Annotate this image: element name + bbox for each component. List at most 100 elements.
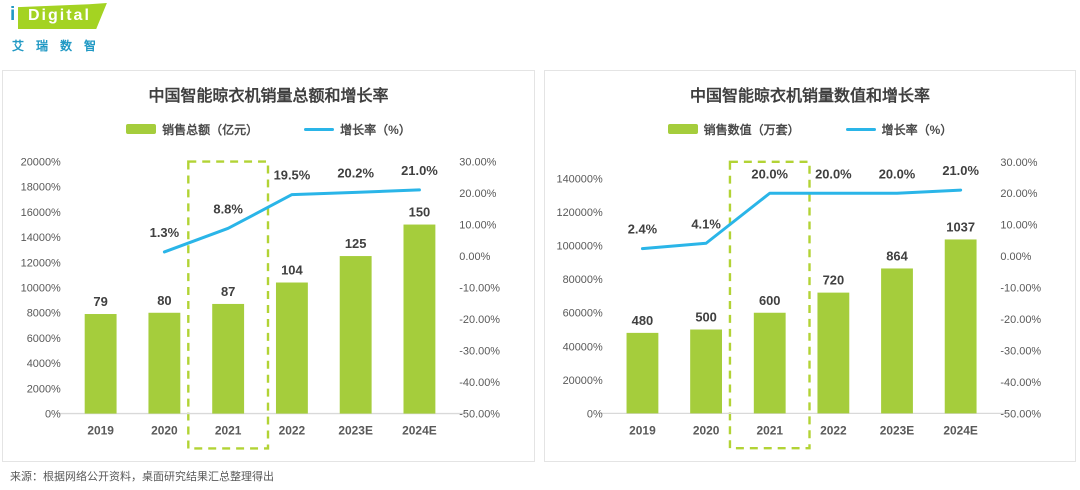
left-axis-tick-label: 40000% — [563, 341, 603, 353]
right-axis-tick-label: 20.00% — [459, 188, 496, 200]
x-axis-category-label: 2019 — [629, 423, 656, 437]
line-legend-label: 增长率（%） — [340, 122, 411, 137]
right-axis-tick-label: -50.00% — [1000, 408, 1041, 420]
x-axis-category-label: 2019 — [87, 424, 114, 438]
chart-card-sales-volume: 中国智能晾衣机销量数值和增长率 销售数值（万套） 增长率（%） 140000% 1… — [544, 70, 1076, 462]
x-axis-category-label: 2020 — [151, 424, 178, 438]
line-point-label: 19.5% — [274, 168, 311, 183]
right-axis-tick-label: -40.00% — [459, 377, 500, 389]
right-axis-tick-label: -50.00% — [459, 409, 500, 421]
logo: i Digital 艾瑞数智 — [10, 3, 108, 54]
right-axis-tick-label: -10.00% — [1000, 283, 1041, 295]
x-axis-category-label: 2024E — [402, 424, 437, 438]
left-axis-tick-label: 4000% — [27, 358, 61, 370]
left-axis-tick-label: 6000% — [27, 333, 61, 345]
legend-item-line: 增长率（%） — [845, 121, 953, 138]
left-axis-tick-label: 80000% — [563, 274, 603, 286]
bar-legend-swatch — [667, 124, 698, 134]
line-point-label: 21.0% — [401, 163, 438, 178]
left-axis-tick-label: 8000% — [27, 308, 61, 320]
line-legend-swatch — [304, 127, 335, 131]
right-axis-tick-label: -40.00% — [1000, 377, 1041, 389]
x-axis-category-label: 2020 — [693, 423, 720, 437]
bar-legend-label: 销售总额（亿元） — [162, 122, 259, 137]
bar-2019 — [84, 314, 117, 414]
chart-title: 中国智能晾衣机销量数值和增长率 — [689, 88, 930, 105]
right-axis-tick-label: -20.00% — [459, 314, 500, 326]
x-axis-category-label: 2022 — [279, 424, 306, 438]
line-legend-label: 增长率（%） — [881, 122, 953, 137]
line-legend-swatch — [845, 127, 876, 131]
left-axis-tick-label: 20000% — [21, 157, 61, 169]
x-axis-category-label: 2022 — [820, 423, 847, 437]
left-axis-tick-label: 16000% — [21, 207, 61, 219]
left-axis-tick-label: 2000% — [27, 383, 61, 395]
left-axis-tick-label: 140000% — [557, 174, 603, 186]
left-axis-tick-label: 0% — [45, 409, 61, 421]
line-point-label: 4.1% — [691, 216, 721, 231]
right-axis-tick-label: -30.00% — [1000, 345, 1041, 357]
line-point-label: 20.0% — [879, 166, 916, 181]
bar-value-label: 125 — [345, 236, 367, 251]
right-axis-tick-label: -10.00% — [459, 283, 500, 295]
bar-2024E — [944, 239, 977, 414]
bar-legend-label: 销售数值（万套） — [703, 122, 800, 137]
x-axis-category-label: 2021 — [756, 423, 783, 437]
bar-value-label: 150 — [409, 205, 431, 220]
left-axis-tick-label: 100000% — [557, 241, 603, 253]
bar-value-label: 104 — [281, 263, 303, 278]
x-axis-category-label: 2021 — [215, 424, 242, 438]
bar-2023E — [881, 268, 913, 414]
legend-item-bar: 销售数值（万套） — [667, 121, 800, 138]
bar-value-label: 79 — [93, 294, 107, 309]
bar-2020 — [148, 312, 181, 414]
right-axis-tick-label: 0.00% — [459, 251, 490, 263]
right-axis-tick-label: 0.00% — [1000, 251, 1031, 263]
left-axis-tick-label: 0% — [587, 408, 603, 420]
growth-rate-line — [162, 188, 421, 254]
bar-2021 — [753, 312, 786, 414]
bar-value-label: 500 — [695, 310, 717, 325]
x-axis-category-label: 2023E — [880, 423, 915, 437]
growth-rate-line — [640, 188, 963, 251]
line-point-label: 20.2% — [337, 165, 374, 180]
line-point-label: 21.0% — [942, 163, 979, 178]
bar-2022 — [275, 282, 308, 414]
x-axis-category-label: 2024E — [943, 423, 978, 437]
bar-value-label: 1037 — [946, 219, 975, 234]
left-axis-tick-label: 60000% — [563, 308, 603, 320]
bar-value-label: 864 — [886, 249, 908, 264]
highlight-box-2021 — [728, 160, 811, 450]
right-axis-tick-label: 30.00% — [1000, 157, 1037, 169]
line-point-label: 20.0% — [815, 166, 852, 181]
line-point-label: 8.8% — [213, 201, 243, 216]
logo-mark: i Digital — [10, 3, 108, 33]
line-point-label: 20.0% — [751, 166, 788, 181]
combo-chart-sales-volume: 140000% 120000% 100000% 80000% 60000% 40000% 2… — [557, 157, 1041, 450]
right-axis-tick-label: 10.00% — [1000, 220, 1037, 232]
left-axis-tick-label: 18000% — [21, 182, 61, 194]
bar-2020 — [690, 329, 722, 414]
bar-2022 — [817, 292, 850, 414]
bar-value-label: 87 — [221, 284, 235, 299]
logo-subtitle: 艾瑞数智 — [12, 39, 109, 53]
line-point-label: 2.4% — [628, 222, 658, 237]
right-axis-tick-label: 20.00% — [1000, 188, 1037, 200]
chart-legend: 销售总额（亿元） 增长率（%） — [3, 121, 534, 137]
left-axis-tick-label: 120000% — [557, 207, 603, 219]
right-axis-tick-label: 10.00% — [459, 220, 496, 232]
combo-chart-sales-amount: 20000% 18000% 16000% 14000% 12000% 10000% 8000… — [21, 157, 500, 450]
left-axis-tick-label: 10000% — [21, 283, 61, 295]
right-axis-tick-label: -30.00% — [459, 346, 500, 358]
x-axis-category-label: 2023E — [338, 424, 373, 438]
right-axis-tick-label: 30.00% — [459, 157, 496, 169]
left-axis-tick-label: 14000% — [21, 232, 61, 244]
left-axis-tick-label: 12000% — [21, 257, 61, 269]
bar-value-label: 80 — [157, 293, 171, 308]
legend-item-bar: 销售总额（亿元） — [126, 121, 258, 138]
bar-2024E — [403, 224, 436, 414]
bar-value-label: 480 — [632, 313, 654, 328]
logo-i-letter: i — [10, 4, 16, 25]
highlight-box-2021 — [187, 160, 270, 450]
